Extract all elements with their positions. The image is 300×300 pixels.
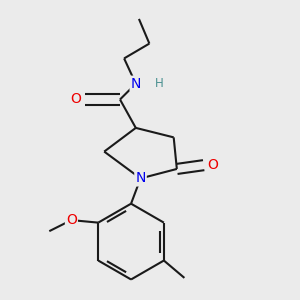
Text: H: H [155,76,164,90]
Text: N: N [130,77,141,91]
Text: N: N [135,171,146,185]
Text: O: O [66,213,77,227]
Text: O: O [70,92,82,106]
Text: O: O [208,158,218,172]
